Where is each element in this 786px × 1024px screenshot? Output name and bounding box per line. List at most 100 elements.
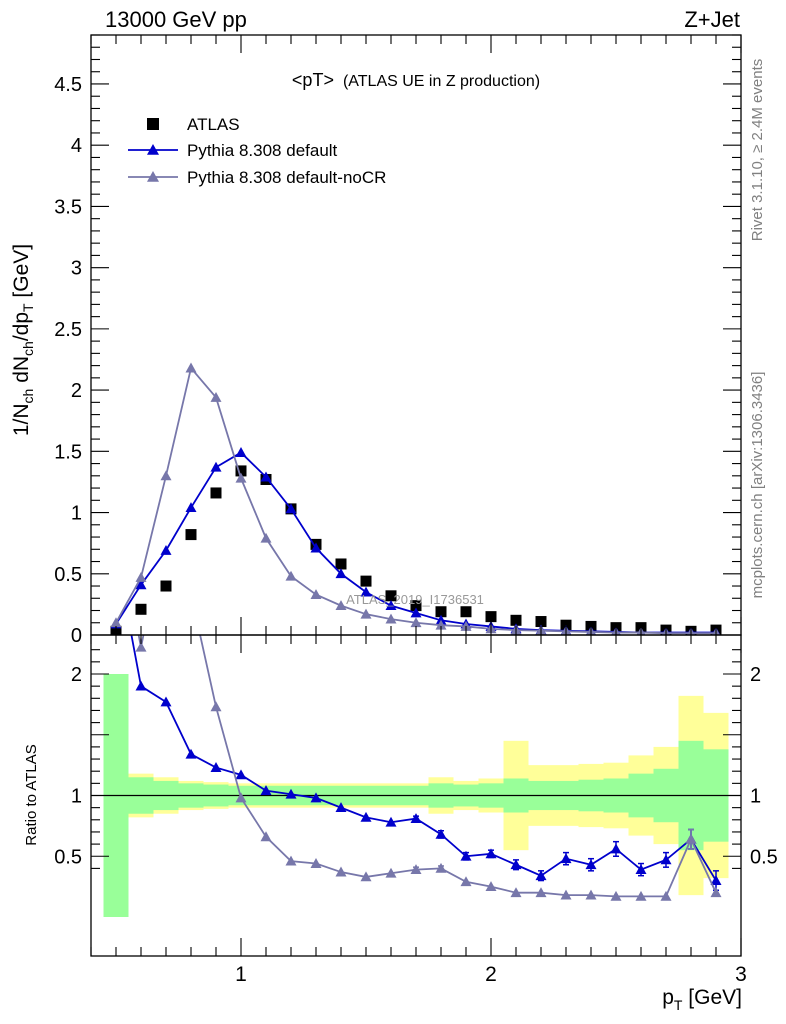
plot-title-main: <pT> [292, 70, 334, 90]
ratio-series-marker [560, 853, 572, 864]
ratio-series-marker [310, 858, 322, 868]
main-series-marker [310, 589, 322, 599]
ratio-y-tick-label-left: 1 [71, 786, 82, 808]
y-tick-label: 3 [71, 258, 82, 280]
y-tick-label: 3.5 [54, 196, 82, 218]
ratio-series-marker [410, 813, 422, 823]
ratio-series-marker [360, 811, 372, 822]
main-series-marker [335, 568, 347, 579]
ratio-series-marker [610, 843, 622, 854]
y-tick-label: 4 [71, 135, 82, 157]
ratio-series-marker [685, 833, 697, 844]
ratio-series-line [137, 635, 717, 898]
main-series-marker [160, 545, 172, 555]
ratio-series-marker [161, 517, 172, 527]
ratio-series-marker [485, 881, 497, 892]
legend-label: Pythia 8.308 default-noCR [187, 168, 386, 187]
ratio-series-marker [285, 788, 297, 799]
atlas-data-point [560, 619, 572, 631]
ratio-series-marker [535, 887, 547, 898]
ratio-series-marker [460, 850, 472, 861]
ratio-series-marker [260, 785, 272, 796]
atlas-data-point [385, 590, 397, 602]
atlas-data-point [485, 611, 497, 623]
analysis-watermark: ATLAS_2019_I1736531 [346, 592, 484, 607]
ratio-series-marker [160, 696, 172, 707]
legend-label: Pythia 8.308 default [187, 141, 338, 160]
axes-ticks: 1 2 3 0 0.5 1 1.5 2 2.5 3 3.5 4 4.5 0.5 0.5 1 1 2 2 [54, 34, 778, 986]
atlas-data-point [235, 465, 247, 477]
ratio-series-marker [111, 511, 122, 521]
header-right-label: Z+Jet [684, 7, 740, 32]
y-tick-label: 0.5 [54, 564, 82, 586]
atlas-data-point [460, 606, 472, 618]
ratio-y-tick-label-right: 1 [750, 786, 761, 808]
atlas-data-point [360, 575, 372, 587]
atlas-data-point [435, 606, 447, 618]
ratio-series-marker [185, 748, 197, 759]
ratio-series-marker [385, 867, 397, 878]
ratio-series-marker [335, 866, 347, 877]
x-tick-label: 3 [735, 963, 747, 986]
rivet-side-label: Rivet 3.1.10, ≥ 2.4M events [749, 59, 766, 242]
legend-marker [147, 144, 159, 155]
plot-title: <pT> (ATLAS UE in Z production) [292, 70, 540, 90]
ratio-series-marker [435, 828, 447, 839]
x-tick-label: 1 [235, 963, 247, 986]
x-axis-title: pT [GeV] [662, 986, 742, 1013]
ratio-series-marker [310, 792, 322, 803]
main-series-marker [460, 620, 472, 631]
main-series-marker [110, 617, 122, 628]
atlas-data-point [160, 580, 172, 592]
main-series-marker [210, 461, 222, 472]
legend-marker [147, 171, 159, 182]
ratio-series-marker [585, 889, 597, 900]
main-series-marker [285, 570, 297, 581]
atlas-data-point [410, 600, 422, 612]
main-y-axis-title: 1/Nch dNch/dpT [GeV] [10, 244, 36, 436]
main-series-marker [310, 542, 322, 553]
ratio-series-marker [385, 816, 397, 827]
ratio-series-marker [460, 876, 472, 887]
ratio-series-marker [510, 859, 522, 870]
main-series-marker [385, 600, 397, 611]
legend: ATLAS Pythia 8.308 default Pythia 8.308 de… [128, 115, 386, 187]
ratio-series-marker [260, 831, 272, 842]
ratio-y-axis-title: Ratio to ATLAS [23, 744, 40, 845]
ratio-series-marker [710, 887, 722, 898]
main-series-marker [160, 470, 172, 481]
ratio-series-marker [186, 588, 197, 598]
legend-label: ATLAS [187, 115, 240, 134]
main-series-marker [435, 619, 447, 630]
ratio-y-tick-label-left: 0.5 [54, 846, 82, 868]
plot-title-sub: (ATLAS UE in Z production) [343, 73, 540, 90]
main-series-marker [260, 532, 272, 543]
ratio-series-marker [660, 854, 672, 865]
mcplots-side-label: mcplots.cern.ch [arXiv:1306.3436] [749, 372, 766, 599]
main-series-marker [235, 447, 247, 457]
ratio-y-tick-label-left: 2 [71, 664, 82, 686]
atlas-data-point [510, 614, 522, 626]
main-series-marker [135, 579, 147, 590]
ratio-plot-area [111, 511, 722, 901]
ratio-series-marker [710, 875, 722, 885]
ratio-series-marker [560, 889, 572, 900]
main-plot-area [110, 362, 722, 635]
y-tick-label: 1.5 [54, 441, 82, 463]
atlas-data-point [135, 603, 147, 615]
ratio-series-marker [210, 762, 222, 772]
ratio-y-tick-label-right: 0.5 [750, 846, 778, 868]
main-series-marker [185, 502, 197, 513]
ratio-series-marker [360, 871, 372, 882]
ratio-series-marker [111, 547, 122, 557]
main-series-marker [410, 607, 422, 618]
ratio-series-marker [635, 864, 647, 875]
main-series-marker [360, 586, 372, 597]
atlas-data-point [335, 558, 347, 570]
main-series-marker [410, 617, 422, 628]
main-series-marker [385, 613, 397, 624]
ratio-series-marker [635, 890, 647, 901]
ratio-series-marker [585, 859, 597, 870]
ratio-series-marker [135, 680, 147, 691]
main-series-marker [335, 600, 347, 611]
